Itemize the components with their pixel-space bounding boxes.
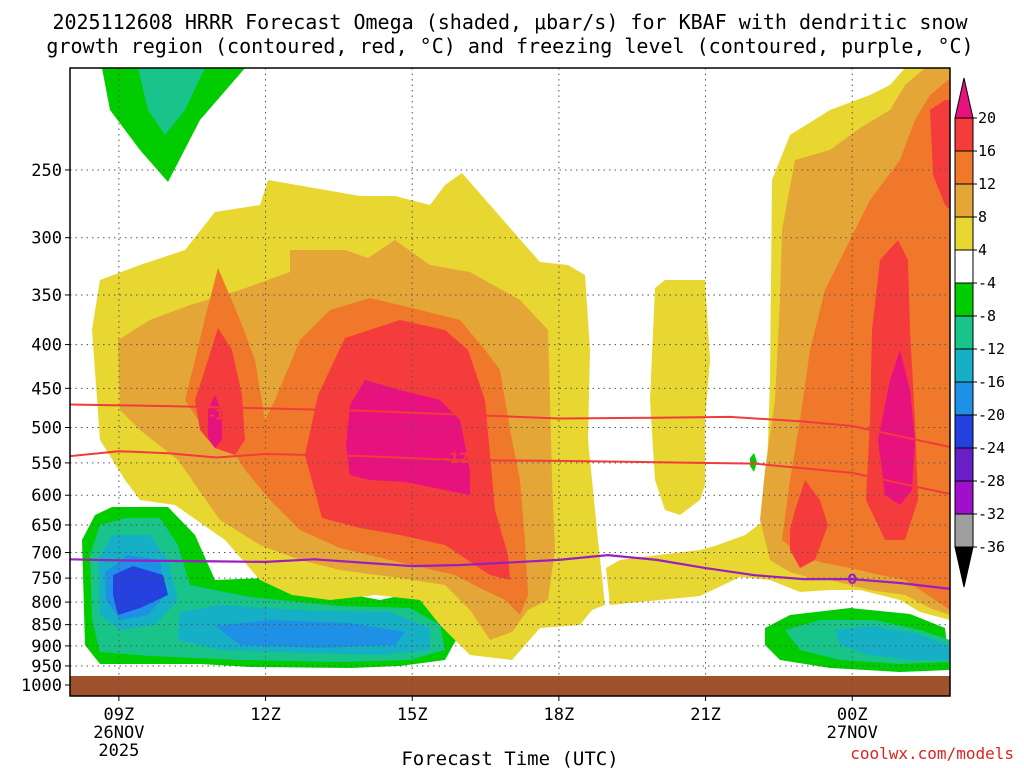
colorbar-swatch — [954, 348, 974, 383]
x-axis-title: Forecast Time (UTC) — [401, 748, 618, 768]
x-tick-date: 27NOV — [827, 723, 878, 743]
chart-title-line-1: 2025112608 HRRR Forecast Omega (shaded, … — [52, 10, 968, 34]
x-tick-label: 00Z — [837, 705, 868, 725]
colorbar-label: -24 — [978, 439, 1005, 457]
omega-shading — [70, 68, 950, 696]
y-tick-label: 350 — [31, 286, 62, 306]
omega-fill-neg-8 — [138, 68, 205, 135]
omega-fill-neg-16 — [215, 620, 405, 648]
colorbar-swatch — [954, 381, 974, 416]
dgz-contour-label: -18 — [209, 408, 234, 424]
colorbar-swatch — [954, 282, 974, 317]
colorbar-label: 20 — [978, 109, 996, 127]
freezing-level-label: 0 — [847, 572, 857, 588]
x-tick-year: 2025 — [98, 741, 139, 761]
colorbar-label: -12 — [978, 340, 1005, 358]
colorbar-swatch — [954, 216, 974, 251]
omega-fill-16 — [930, 100, 950, 210]
contour-labels: -18 -12 0 — [209, 408, 857, 588]
colorbar-swatch — [954, 150, 974, 185]
colorbar-swatch — [954, 117, 974, 152]
colorbar-swatch — [954, 447, 974, 482]
y-tick-label: 900 — [31, 637, 62, 657]
y-tick-label: 750 — [31, 569, 62, 589]
dgz-contour-line — [69, 403, 951, 448]
x-tick-label: 12Z — [250, 705, 281, 725]
y-tick-label: 300 — [31, 229, 62, 249]
surface-terrain — [70, 676, 950, 696]
x-tick-label: 18Z — [544, 705, 575, 725]
freezing-level-line — [69, 553, 951, 590]
omega-fill-4 — [650, 280, 710, 515]
y-axis: 2503003504004505005506006507007508008509… — [21, 161, 70, 696]
y-tick-label: 800 — [31, 593, 62, 613]
x-tick-label: 09Z — [104, 705, 135, 725]
colorbar-swatch — [954, 480, 974, 515]
y-tick-label: 500 — [31, 418, 62, 438]
grid-lines — [70, 68, 950, 696]
colorbar-label: -16 — [978, 373, 1005, 391]
y-tick-label: 650 — [31, 516, 62, 536]
colorbar-label: 16 — [978, 142, 996, 160]
colorbar-swatch — [954, 183, 974, 218]
omega-fill-neg-4 — [750, 453, 757, 472]
colorbar: 20 16 12 8 4 -4 -8 -12 -16 -20 -24 -28 -32 -36 — [954, 77, 1005, 588]
colorbar-label: -20 — [978, 406, 1005, 424]
y-tick-label: 550 — [31, 454, 62, 474]
omega-fill-20 — [878, 350, 915, 505]
dgz-contour-line — [69, 450, 951, 495]
contour-lines — [69, 403, 951, 590]
colorbar-bottom-arrow — [954, 546, 974, 588]
colorbar-swatch — [954, 315, 974, 350]
colorbar-top-arrow — [954, 77, 974, 119]
y-tick-label: 450 — [31, 379, 62, 399]
colorbar-label: -4 — [978, 274, 996, 292]
y-tick-label: 1000 — [21, 676, 62, 696]
omega-fill-neg-4 — [102, 68, 245, 182]
plot-frame — [69, 67, 951, 697]
y-tick-label: 250 — [31, 161, 62, 181]
y-tick-label: 850 — [31, 616, 62, 636]
colorbar-swatch — [954, 249, 974, 284]
credit-link[interactable]: coolwx.com/models — [850, 744, 1014, 763]
dgz-contour-label: -12 — [444, 451, 469, 467]
colorbar-swatch — [954, 513, 974, 548]
omega-fill-neg-12 — [835, 626, 950, 660]
omega-fill-16 — [790, 480, 828, 568]
colorbar-label: -28 — [978, 472, 1005, 490]
colorbar-label: -8 — [978, 307, 996, 325]
colorbar-swatch — [954, 414, 974, 449]
y-tick-label: 400 — [31, 336, 62, 356]
y-tick-label: 950 — [31, 657, 62, 677]
colorbar-label: 12 — [978, 175, 996, 193]
colorbar-label: 8 — [978, 208, 987, 226]
omega-fill-neg-20 — [113, 566, 168, 615]
y-tick-label: 700 — [31, 544, 62, 564]
x-tick-date: 26NOV — [93, 723, 144, 743]
x-tick-label: 21Z — [690, 705, 721, 725]
chart-title-line-2: growth region (contoured, red, °C) and f… — [46, 34, 973, 58]
colorbar-label: -32 — [978, 505, 1005, 523]
colorbar-label: 4 — [978, 241, 987, 259]
y-tick-label: 600 — [31, 486, 62, 506]
x-tick-label: 15Z — [397, 705, 428, 725]
omega-fill-20 — [346, 380, 470, 495]
colorbar-label: -36 — [978, 538, 1005, 556]
omega-fill-16 — [195, 328, 245, 455]
